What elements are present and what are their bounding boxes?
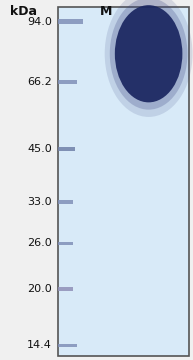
Bar	[58, 287, 73, 291]
Bar	[58, 80, 77, 84]
Bar	[58, 242, 73, 245]
Bar	[58, 344, 77, 347]
Text: 66.2: 66.2	[27, 77, 52, 87]
Text: 26.0: 26.0	[27, 238, 52, 248]
Text: 20.0: 20.0	[27, 284, 52, 294]
Ellipse shape	[115, 5, 182, 102]
Text: M: M	[100, 5, 112, 18]
Text: kDa: kDa	[10, 5, 37, 18]
Ellipse shape	[105, 0, 192, 117]
Text: 33.0: 33.0	[27, 197, 52, 207]
Text: 94.0: 94.0	[27, 17, 52, 27]
Ellipse shape	[110, 0, 187, 110]
Bar	[58, 147, 75, 150]
Text: 45.0: 45.0	[27, 144, 52, 154]
FancyBboxPatch shape	[58, 7, 189, 356]
Bar	[58, 201, 73, 204]
Text: 14.4: 14.4	[27, 341, 52, 350]
Bar	[58, 19, 83, 24]
